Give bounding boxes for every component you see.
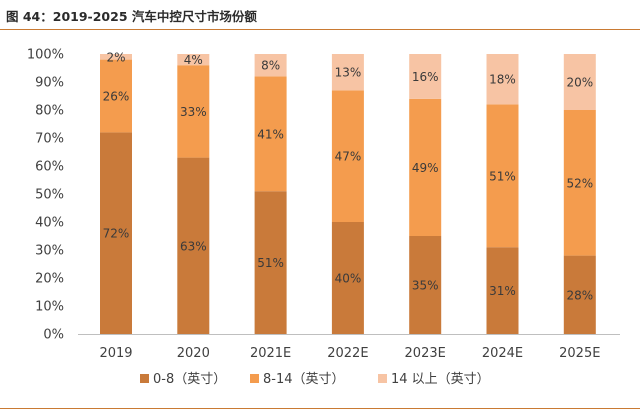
bar-segment bbox=[177, 157, 210, 334]
y-axis: 0% 10% 20% 30% 40% 50% 60% 70% 80% 90% 100% bbox=[27, 48, 64, 343]
data-label: 33% bbox=[180, 105, 207, 119]
x-tick-label: 2019 bbox=[99, 346, 132, 361]
bar-segment bbox=[177, 54, 210, 66]
y-tick-label: 20% bbox=[35, 272, 64, 287]
data-label: 2% bbox=[106, 50, 125, 64]
legend-swatch bbox=[140, 374, 149, 383]
bar-area: 72% 26% 2% 63% 33% 4% 51% 41% 8% 40% 47% 13% 35% 49% 1… bbox=[100, 50, 596, 334]
x-tick-label: 2020 bbox=[177, 346, 210, 361]
y-tick-label: 40% bbox=[35, 216, 64, 231]
data-label: 4% bbox=[184, 53, 203, 67]
data-label: 26% bbox=[103, 90, 130, 104]
y-tick-label: 50% bbox=[35, 188, 64, 203]
x-tick-label: 2022E bbox=[327, 346, 368, 361]
data-label: 63% bbox=[180, 239, 207, 253]
bar-segment bbox=[409, 98, 442, 236]
y-tick-label: 0% bbox=[43, 328, 64, 343]
data-label: 28% bbox=[566, 288, 593, 302]
bar-segment bbox=[331, 222, 364, 334]
x-axis: 2019 2020 2021E 2022E 2023E 2024E 2025E bbox=[78, 334, 620, 361]
data-label: 18% bbox=[489, 73, 516, 87]
figure-header: 图 44：2019-2025 汽车中控尺寸市场份额 bbox=[0, 0, 640, 30]
y-tick-label: 80% bbox=[35, 104, 64, 119]
bar-segment bbox=[563, 54, 596, 110]
bar-segment bbox=[100, 54, 132, 60]
legend-label: 8-14（英寸） bbox=[263, 372, 345, 387]
bar-segment bbox=[254, 191, 287, 334]
bar-segment bbox=[486, 104, 519, 248]
legend-swatch bbox=[250, 374, 259, 383]
bar-segment bbox=[563, 255, 596, 334]
stacked-bar-chart: 0% 10% 20% 30% 40% 50% 60% 70% 80% 90% 100% 72% 26%… bbox=[27, 48, 620, 387]
bar-segment bbox=[563, 110, 596, 256]
legend-swatch bbox=[378, 374, 387, 383]
title-divider bbox=[0, 29, 640, 30]
y-tick-label: 90% bbox=[35, 76, 64, 91]
bar-segment bbox=[409, 236, 442, 334]
data-label: 40% bbox=[335, 272, 362, 286]
bar-segment bbox=[254, 54, 287, 77]
bar-segment bbox=[409, 54, 442, 99]
x-tick-label: 2025E bbox=[559, 346, 600, 361]
data-label: 51% bbox=[489, 169, 516, 183]
data-label: 41% bbox=[257, 127, 284, 141]
bottom-divider bbox=[0, 408, 640, 409]
data-label: 13% bbox=[335, 66, 362, 80]
y-tick-label: 30% bbox=[35, 244, 64, 259]
x-tick-label: 2024E bbox=[482, 346, 523, 361]
x-tick-label: 2021E bbox=[250, 346, 291, 361]
bar-segment bbox=[331, 54, 364, 91]
data-label: 51% bbox=[257, 256, 284, 270]
y-tick-label: 100% bbox=[27, 48, 64, 63]
bar-segment bbox=[331, 90, 364, 223]
bar-segment bbox=[177, 65, 210, 158]
legend: 0-8（英寸） 8-14（英寸） 14 以上（英寸） bbox=[140, 372, 490, 387]
bar-segment bbox=[254, 76, 287, 192]
data-label: 52% bbox=[566, 176, 593, 190]
data-label: 20% bbox=[566, 76, 593, 90]
bar-segment bbox=[100, 132, 132, 334]
legend-label: 14 以上（英寸） bbox=[391, 372, 490, 387]
data-label: 72% bbox=[103, 227, 130, 241]
data-label: 47% bbox=[335, 150, 362, 164]
data-label: 35% bbox=[412, 279, 439, 293]
bar-segment bbox=[100, 59, 132, 133]
data-label: 31% bbox=[489, 284, 516, 298]
bar-segment bbox=[486, 247, 519, 334]
data-label: 8% bbox=[261, 59, 280, 73]
legend-label: 0-8（英寸） bbox=[153, 372, 226, 387]
x-tick-label: 2023E bbox=[405, 346, 446, 361]
y-tick-label: 10% bbox=[35, 300, 64, 315]
data-label: 49% bbox=[412, 161, 439, 175]
y-tick-label: 60% bbox=[35, 160, 64, 175]
y-tick-label: 70% bbox=[35, 132, 64, 147]
data-label: 16% bbox=[412, 70, 439, 84]
chart-title: 图 44：2019-2025 汽车中控尺寸市场份额 bbox=[6, 9, 257, 24]
bar-segment bbox=[486, 54, 519, 105]
